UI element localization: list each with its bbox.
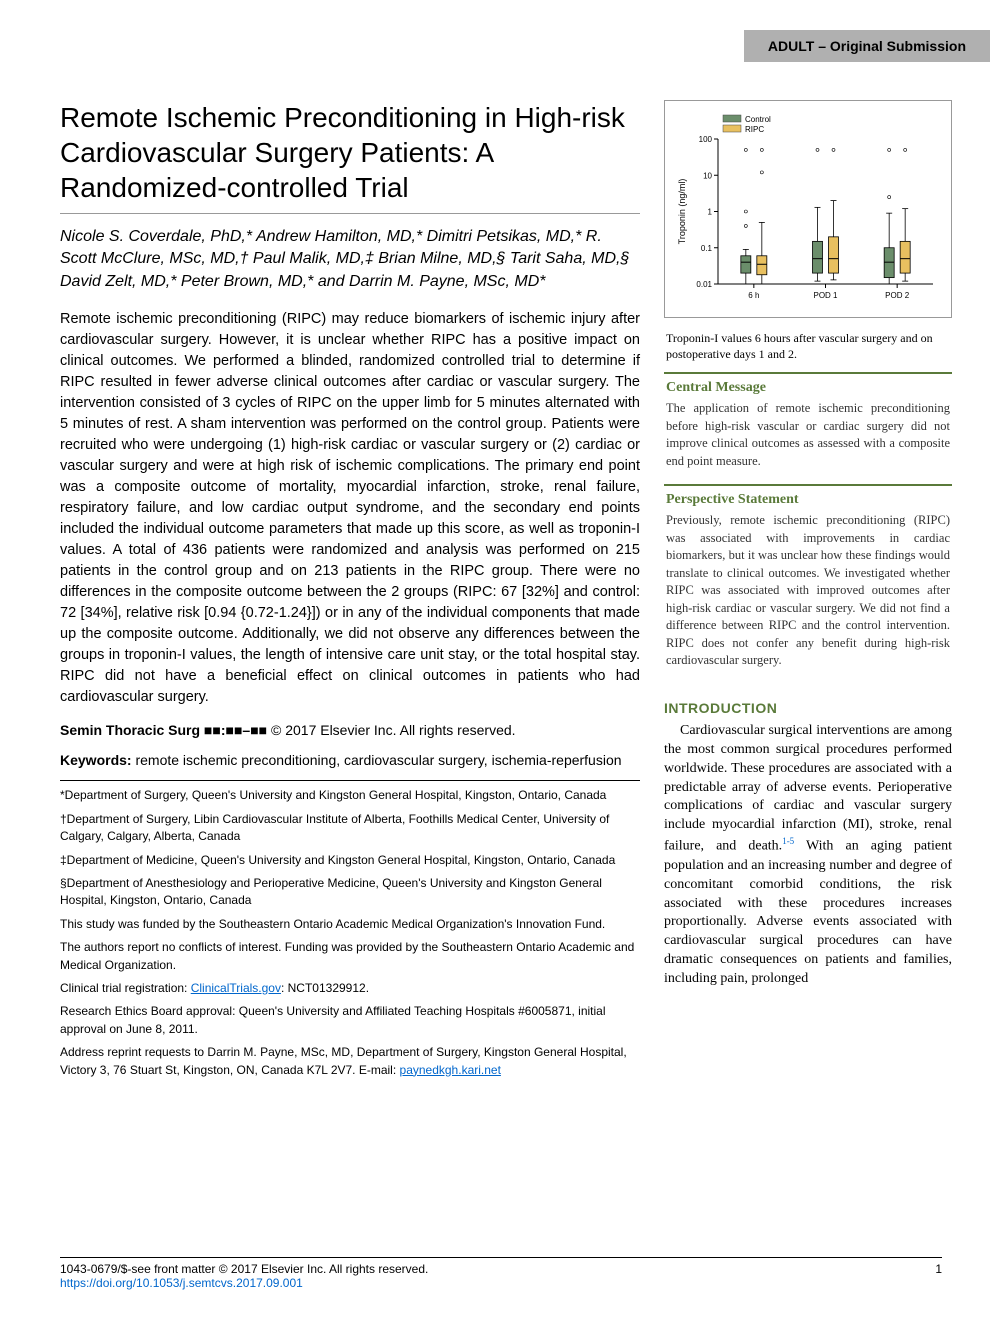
- page-number: 1: [935, 1262, 942, 1290]
- svg-text:POD 2: POD 2: [885, 291, 910, 300]
- svg-text:Troponin (ng/ml): Troponin (ng/ml): [677, 179, 687, 245]
- introduction-heading: INTRODUCTION: [664, 700, 952, 716]
- abstract-text: Remote ischemic preconditioning (RIPC) m…: [60, 309, 640, 708]
- affiliation: *Department of Surgery, Queen's Universi…: [60, 787, 640, 804]
- keywords-label: Keywords:: [60, 752, 132, 768]
- central-message-section: Central Message The application of remot…: [664, 372, 952, 480]
- affiliations-block: *Department of Surgery, Queen's Universi…: [60, 780, 640, 1078]
- chart-caption: Troponin-I values 6 hours after vascular…: [664, 326, 952, 372]
- right-column: ControlRIPC 0.01 0.1 1 10 100 Troponin (ng/ml)…: [664, 100, 952, 1085]
- svg-text:POD 1: POD 1: [813, 291, 838, 300]
- ethics-approval: Research Ethics Board approval: Queen's …: [60, 1003, 640, 1038]
- svg-text:0.01: 0.01: [696, 280, 712, 289]
- journal-citation: Semin Thoracic Surg ■■:■■–■■ © 2017 Else…: [60, 722, 640, 738]
- svg-text:10: 10: [703, 171, 712, 180]
- clinical-trial-label: Clinical trial registration:: [60, 981, 191, 995]
- svg-text:RIPC: RIPC: [745, 125, 764, 134]
- reprint-address: Address reprint requests to Darrin M. Pa…: [60, 1044, 640, 1079]
- journal-prefix: Semin Thoracic Surg ■■:■■–■■: [60, 722, 267, 738]
- reprint-text: Address reprint requests to Darrin M. Pa…: [60, 1045, 627, 1076]
- troponin-boxplot: ControlRIPC 0.01 0.1 1 10 100 Troponin (ng/ml)…: [673, 109, 943, 309]
- reprint-email-link[interactable]: paynedkgh.kari.net: [400, 1063, 501, 1077]
- conflict-note: The authors report no conflicts of inter…: [60, 939, 640, 974]
- left-column: Remote Ischemic Preconditioning in High-…: [60, 100, 640, 1085]
- page-footer: 1043-0679/$-see front matter © 2017 Else…: [60, 1257, 942, 1290]
- keywords: Keywords: remote ischemic preconditionin…: [60, 752, 640, 768]
- header-badge: ADULT – Original Submission: [744, 30, 990, 62]
- introduction-text: Cardiovascular surgical interventions ar…: [664, 722, 952, 989]
- svg-text:100: 100: [699, 135, 713, 144]
- clinical-trial-reg: Clinical trial registration: ClinicalTri…: [60, 980, 640, 997]
- perspective-section: Perspective Statement Previously, remote…: [664, 484, 952, 680]
- perspective-heading: Perspective Statement: [666, 492, 950, 508]
- central-message-heading: Central Message: [666, 380, 950, 396]
- affiliation: §Department of Anesthesiology and Periop…: [60, 875, 640, 910]
- svg-text:0.1: 0.1: [701, 244, 713, 253]
- svg-text:Control: Control: [745, 115, 771, 124]
- clinical-trial-id: : NCT01329912.: [281, 981, 369, 995]
- clinical-trials-link[interactable]: ClinicalTrials.gov: [191, 981, 281, 995]
- doi-link[interactable]: https://doi.org/10.1053/j.semtcvs.2017.0…: [60, 1276, 303, 1290]
- article-title: Remote Ischemic Preconditioning in High-…: [60, 100, 640, 214]
- author-list: Nicole S. Coverdale, PhD,* Andrew Hamilt…: [60, 226, 640, 293]
- chart-container: ControlRIPC 0.01 0.1 1 10 100 Troponin (ng/ml)…: [664, 100, 952, 318]
- svg-text:1: 1: [708, 208, 713, 217]
- funding-note: This study was funded by the Southeaster…: [60, 916, 640, 933]
- footer-copyright: 1043-0679/$-see front matter © 2017 Else…: [60, 1262, 428, 1276]
- central-message-text: The application of remote ischemic preco…: [666, 400, 950, 470]
- keywords-text: remote ischemic preconditioning, cardiov…: [132, 752, 622, 768]
- perspective-text: Previously, remote ischemic precondition…: [666, 512, 950, 670]
- affiliation: †Department of Surgery, Libin Cardiovasc…: [60, 811, 640, 846]
- journal-suffix: © 2017 Elsevier Inc. All rights reserved…: [267, 722, 515, 738]
- affiliation: ‡Department of Medicine, Queen's Univers…: [60, 852, 640, 869]
- svg-text:6 h: 6 h: [748, 291, 759, 300]
